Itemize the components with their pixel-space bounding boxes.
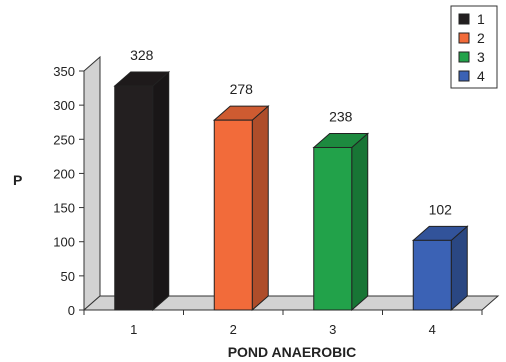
data-label: 238 [329, 108, 353, 124]
bar-front [313, 146, 353, 311]
bar-1 [113, 70, 171, 312]
legend-label: 2 [477, 30, 485, 46]
data-label: 328 [130, 47, 154, 63]
bar-front [213, 119, 253, 311]
legend-label: 3 [477, 49, 485, 65]
legend: 1 2 3 4 [450, 5, 498, 89]
legend-item: 2 [458, 30, 485, 46]
legend-swatch [458, 51, 470, 63]
y-tick-label: 250 [53, 132, 75, 147]
y-tick-label: 100 [53, 235, 75, 250]
x-tick-label: 2 [230, 322, 237, 337]
bar-side [152, 70, 170, 312]
legend-item: 1 [458, 11, 485, 27]
y-tick-label: 0 [68, 303, 75, 318]
legend-label: 4 [477, 68, 485, 84]
data-labels-group: 328 278 238 102 [130, 47, 452, 217]
data-label: 102 [429, 201, 453, 217]
y-tick-label: 150 [53, 201, 75, 216]
legend-label: 1 [477, 11, 485, 27]
bar-side [251, 105, 269, 312]
legend-swatch [458, 13, 470, 25]
bars-group [113, 70, 469, 312]
x-tick-label: 3 [329, 322, 336, 337]
x-axis: 1 2 3 4 [83, 309, 483, 337]
side-wall [83, 55, 101, 312]
bar-front [412, 239, 452, 311]
x-tick-label: 4 [429, 322, 436, 337]
data-label: 278 [230, 81, 254, 97]
bar-side [351, 132, 369, 312]
y-axis: 0 50 100 150 200 250 300 350 [53, 64, 85, 318]
x-tick-label: 1 [130, 322, 137, 337]
legend-swatch [458, 70, 470, 82]
x-axis-title: POND ANAEROBIC [228, 344, 357, 360]
y-tick-label: 350 [53, 64, 75, 79]
bar-3 [312, 132, 370, 312]
legend-swatch [458, 32, 470, 44]
y-tick-label: 50 [61, 269, 75, 284]
y-tick-label: 300 [53, 98, 75, 113]
legend-box [450, 5, 498, 89]
y-axis-title: P [13, 172, 22, 188]
legend-item: 4 [458, 68, 485, 84]
y-tick-label: 200 [53, 166, 75, 181]
bar-front [114, 85, 154, 311]
legend-item: 3 [458, 49, 485, 65]
bar-2 [212, 105, 270, 312]
bar-4 [411, 225, 469, 312]
